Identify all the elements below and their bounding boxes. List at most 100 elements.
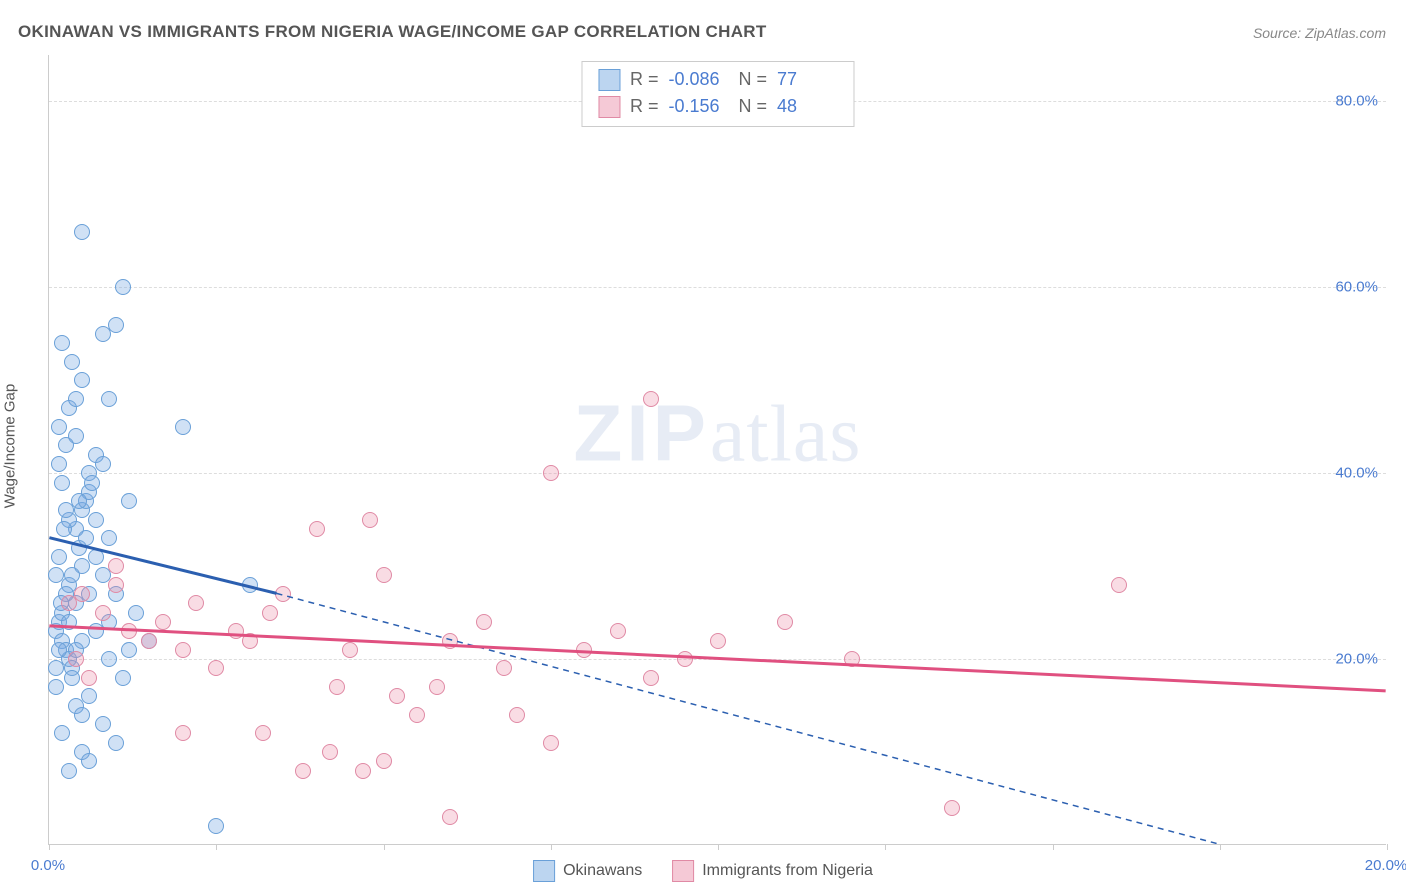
data-point — [81, 753, 97, 769]
y-axis-label: Wage/Income Gap — [2, 384, 19, 509]
data-point — [175, 725, 191, 741]
data-point — [376, 567, 392, 583]
data-point — [54, 475, 70, 491]
data-point — [108, 558, 124, 574]
data-point — [710, 633, 726, 649]
data-point — [121, 642, 137, 658]
chart-title: OKINAWAN VS IMMIGRANTS FROM NIGERIA WAGE… — [18, 22, 767, 42]
data-point — [362, 512, 378, 528]
data-point — [442, 633, 458, 649]
y-tick-label: 80.0% — [1335, 93, 1378, 110]
data-point — [64, 670, 80, 686]
data-point — [64, 567, 80, 583]
stats-row: R = -0.156 N = 48 — [598, 93, 837, 120]
data-point — [71, 493, 87, 509]
data-point — [242, 577, 258, 593]
r-value-2: -0.156 — [669, 93, 729, 120]
data-point — [643, 670, 659, 686]
data-point — [389, 688, 405, 704]
data-point — [188, 595, 204, 611]
y-tick-label: 60.0% — [1335, 279, 1378, 296]
swatch-series2 — [598, 96, 620, 118]
data-point — [576, 642, 592, 658]
legend-item: Immigrants from Nigeria — [672, 860, 873, 882]
data-point — [409, 707, 425, 723]
legend-label: Okinawans — [563, 862, 642, 880]
data-point — [543, 465, 559, 481]
data-point — [48, 679, 64, 695]
data-point — [61, 614, 77, 630]
data-point — [175, 419, 191, 435]
data-point — [48, 660, 64, 676]
data-point — [844, 651, 860, 667]
data-point — [51, 549, 67, 565]
n-value-2: 48 — [777, 93, 837, 120]
x-tick-label: 0.0% — [31, 857, 65, 874]
data-point — [81, 688, 97, 704]
data-point — [342, 642, 358, 658]
data-point — [677, 651, 693, 667]
n-value-1: 77 — [777, 66, 837, 93]
data-point — [121, 493, 137, 509]
swatch-series1 — [598, 69, 620, 91]
data-point — [74, 586, 90, 602]
data-point — [48, 567, 64, 583]
data-point — [95, 605, 111, 621]
data-point — [1111, 577, 1127, 593]
data-point — [944, 800, 960, 816]
chart-plot-area: ZIPatlas R = -0.086 N = 77 R = -0.156 N … — [48, 55, 1386, 845]
data-point — [509, 707, 525, 723]
y-tick-label: 40.0% — [1335, 465, 1378, 482]
data-point — [429, 679, 445, 695]
data-point — [643, 391, 659, 407]
data-point — [543, 735, 559, 751]
data-point — [95, 716, 111, 732]
watermark: ZIPatlas — [573, 387, 861, 480]
stats-row: R = -0.086 N = 77 — [598, 66, 837, 93]
data-point — [329, 679, 345, 695]
data-point — [115, 670, 131, 686]
data-point — [121, 623, 137, 639]
data-point — [56, 521, 72, 537]
data-point — [61, 763, 77, 779]
r-label: R = — [630, 93, 659, 120]
data-point — [175, 642, 191, 658]
data-point — [777, 614, 793, 630]
data-point — [54, 725, 70, 741]
data-point — [101, 530, 117, 546]
legend-item: Okinawans — [533, 860, 642, 882]
data-point — [51, 642, 67, 658]
data-point — [74, 707, 90, 723]
data-point — [54, 335, 70, 351]
y-tick-label: 20.0% — [1335, 651, 1378, 668]
data-point — [262, 605, 278, 621]
n-label: N = — [739, 93, 768, 120]
data-point — [155, 614, 171, 630]
data-point — [84, 475, 100, 491]
bottom-legend: Okinawans Immigrants from Nigeria — [533, 860, 873, 882]
source-attribution: Source: ZipAtlas.com — [1253, 25, 1386, 41]
data-point — [81, 670, 97, 686]
n-label: N = — [739, 66, 768, 93]
data-point — [78, 530, 94, 546]
data-point — [58, 502, 74, 518]
data-point — [51, 456, 67, 472]
data-point — [128, 605, 144, 621]
data-point — [115, 279, 131, 295]
data-point — [442, 809, 458, 825]
data-point — [74, 372, 90, 388]
data-point — [255, 725, 271, 741]
data-point — [68, 651, 84, 667]
data-point — [208, 660, 224, 676]
data-point — [108, 317, 124, 333]
swatch-series1 — [533, 860, 555, 882]
r-value-1: -0.086 — [669, 66, 729, 93]
data-point — [58, 437, 74, 453]
data-point — [88, 549, 104, 565]
data-point — [376, 753, 392, 769]
data-point — [88, 512, 104, 528]
stats-legend-box: R = -0.086 N = 77 R = -0.156 N = 48 — [581, 61, 854, 127]
data-point — [295, 763, 311, 779]
data-point — [242, 633, 258, 649]
data-point — [208, 818, 224, 834]
